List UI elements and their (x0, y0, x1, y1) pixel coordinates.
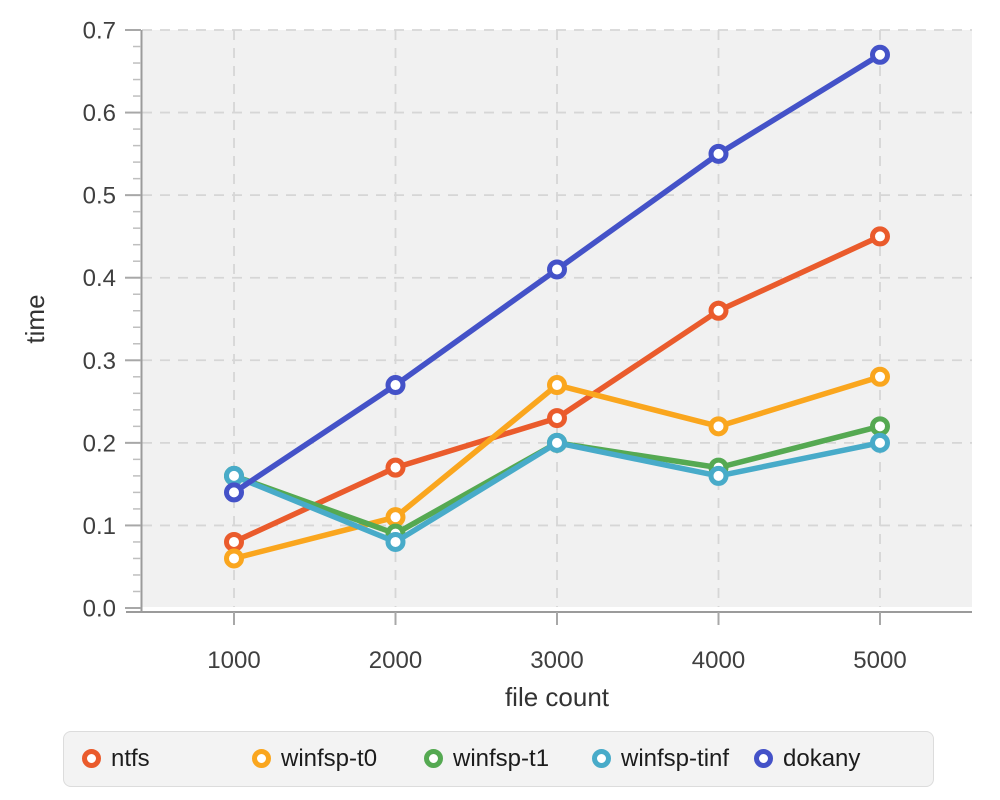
winfsp-t1-legend-marker-icon (424, 749, 443, 768)
x-tick-label: 4000 (692, 647, 745, 674)
y-tick-label: 0.5 (83, 183, 116, 210)
ntfs-legend-marker-icon (82, 749, 101, 768)
data-point-marker (870, 44, 890, 65)
winfsp-t0-legend-marker-icon (252, 749, 271, 768)
legend-label: winfsp-t1 (453, 744, 550, 772)
data-point-marker (385, 457, 406, 478)
data-point-marker (224, 465, 244, 486)
x-axis-title: file count (505, 682, 610, 710)
winfsp-tinf-legend-marker-icon (592, 749, 611, 768)
data-point-marker (385, 531, 406, 552)
legend-item-dokany: dokany (754, 732, 860, 785)
legend-item-ntfs: ntfs (82, 732, 150, 785)
data-point-marker (547, 375, 567, 396)
dokany-legend-marker-icon (754, 749, 773, 768)
data-point-marker (708, 300, 729, 321)
data-point-marker (547, 259, 567, 280)
legend-label: winfsp-t0 (281, 744, 378, 772)
legend-item-winfsp-t1: winfsp-t1 (424, 732, 549, 785)
data-point-marker (224, 548, 244, 569)
data-point-marker (547, 408, 567, 429)
data-point-marker (870, 366, 890, 387)
data-point-marker (224, 531, 244, 552)
legend-label: dokany (783, 744, 861, 772)
legend-item-winfsp-tinf: winfsp-tinf (592, 732, 729, 785)
data-point-marker (708, 416, 729, 437)
series-winfsp-tinf (224, 432, 890, 552)
plot-svg: 0.0 0.1 0.2 0.3 0.4 0.5 0.6 0.7 1000 2000 3000 4000… (20, 18, 972, 712)
series-dokany (224, 44, 890, 503)
legend: ntfs winfsp-t0 winfsp-t1 winfsp-tinf dokany (63, 731, 934, 787)
y-tick-label: 0.0 (83, 596, 116, 623)
data-point-marker (385, 375, 406, 396)
data-point-marker (870, 416, 890, 437)
y-tick-label: 0.4 (83, 265, 116, 292)
x-tick-label: 2000 (369, 647, 422, 674)
axes (126, 30, 972, 613)
y-tick-label: 0.2 (83, 430, 116, 457)
x-axis-ticks: 1000 2000 3000 4000 5000 (207, 612, 907, 674)
legend-label: winfsp-tinf (621, 744, 730, 772)
y-axis-ticks: 0.0 0.1 0.2 0.3 0.4 0.5 0.6 0.7 (83, 18, 141, 623)
x-tick-label: 3000 (530, 647, 583, 674)
y-tick-label: 0.1 (83, 513, 116, 540)
data-point-marker (224, 482, 244, 503)
data-point-marker (547, 432, 567, 453)
data-point-marker (708, 143, 729, 164)
data-point-marker (870, 226, 890, 247)
y-tick-label: 0.6 (83, 100, 116, 127)
line-chart: 0.0 0.1 0.2 0.3 0.4 0.5 0.6 0.7 1000 2000 3000 4000… (20, 18, 972, 712)
legend-label: ntfs (111, 744, 150, 772)
data-point-marker (385, 507, 406, 528)
legend-item-winfsp-t0: winfsp-t0 (252, 732, 377, 785)
y-tick-label: 0.3 (83, 348, 116, 375)
data-point-marker (870, 432, 890, 453)
x-tick-label: 1000 (207, 647, 260, 674)
y-tick-label: 0.7 (83, 18, 116, 45)
series-ntfs (224, 226, 890, 552)
y-axis-title: time (20, 294, 50, 343)
data-point-marker (708, 465, 729, 486)
x-tick-label: 5000 (853, 647, 906, 674)
